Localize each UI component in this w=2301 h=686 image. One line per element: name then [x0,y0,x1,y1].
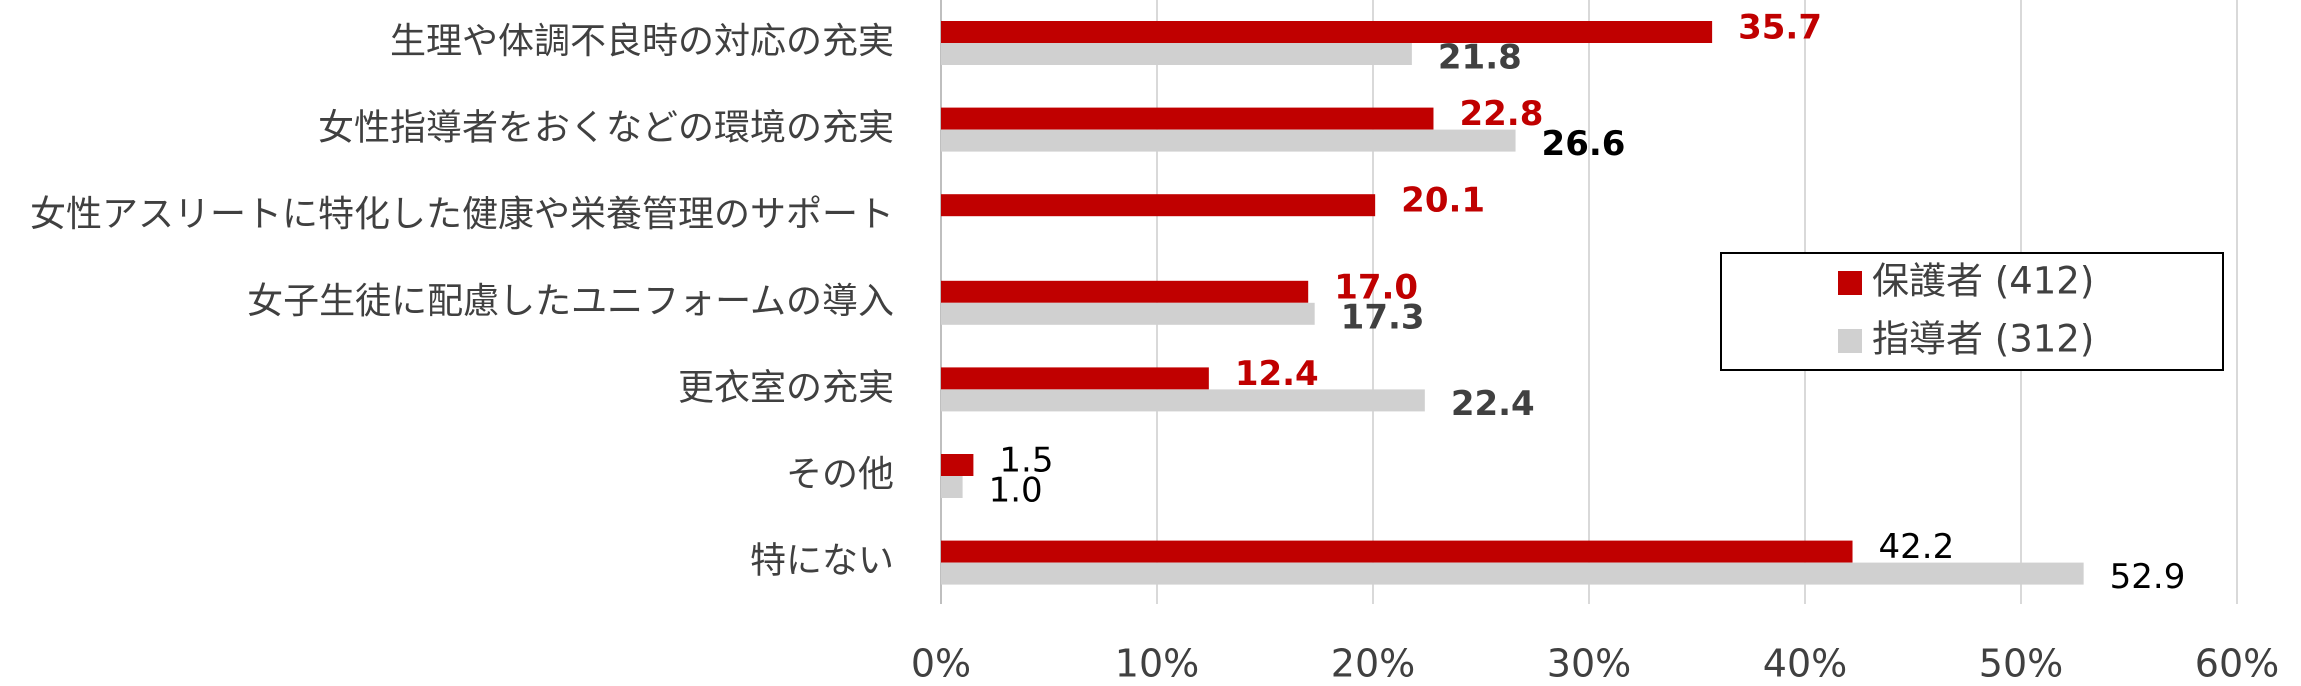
value-label: 35.7 [1738,8,1822,48]
value-label: 42.2 [1879,527,1955,567]
bar [941,302,1315,325]
value-label: 21.8 [1438,38,1522,78]
x-tick-label: 60% [2195,642,2279,686]
x-tick-label: 0% [911,642,971,686]
category-label: その他 [786,454,894,495]
value-label: 1.5 [999,441,1053,481]
category-label: 特にない [750,541,894,582]
bar [941,107,1434,130]
bar [941,562,2084,585]
category-label: 女性アスリートに特化した健康や栄養管理のサポート [30,194,894,235]
legend-label: 保護者 (412) [1872,260,2094,303]
x-tick-label: 40% [1763,642,1847,686]
legend-swatch [1838,329,1862,353]
x-tick-label: 50% [1979,642,2063,686]
bar [941,194,1376,217]
bar [941,454,974,476]
category-label: 女子生徒に配慮したユニフォームの導入 [247,281,894,322]
legend-label: 指導者 (312) [1872,318,2094,361]
bar [941,476,963,498]
value-label: 22.8 [1459,94,1543,134]
value-label: 52.9 [2110,557,2186,597]
value-label: 22.4 [1451,384,1535,424]
category-label: 更衣室の充実 [678,367,894,408]
bar [941,129,1516,152]
legend-box [1720,252,2224,371]
value-label: 26.6 [1542,124,1626,164]
bar [941,367,1209,390]
value-label: 20.1 [1401,181,1485,221]
bar [941,389,1425,412]
legend-swatch [1838,271,1862,295]
value-label: 1.0 [989,471,1043,511]
bar [941,43,1412,65]
value-label: 17.0 [1334,267,1418,307]
bar [941,280,1309,303]
value-label: 17.3 [1341,297,1425,337]
x-tick-label: 10% [1115,642,1199,686]
category-label: 生理や体調不良時の対応の充実 [390,21,894,62]
value-label: 12.4 [1235,354,1319,394]
x-tick-label: 20% [1331,642,1415,686]
x-tick-label: 30% [1547,642,1631,686]
bar [941,21,1713,43]
category-label: 女性指導者をおくなどの環境の充実 [318,108,894,149]
bar [941,540,1853,563]
